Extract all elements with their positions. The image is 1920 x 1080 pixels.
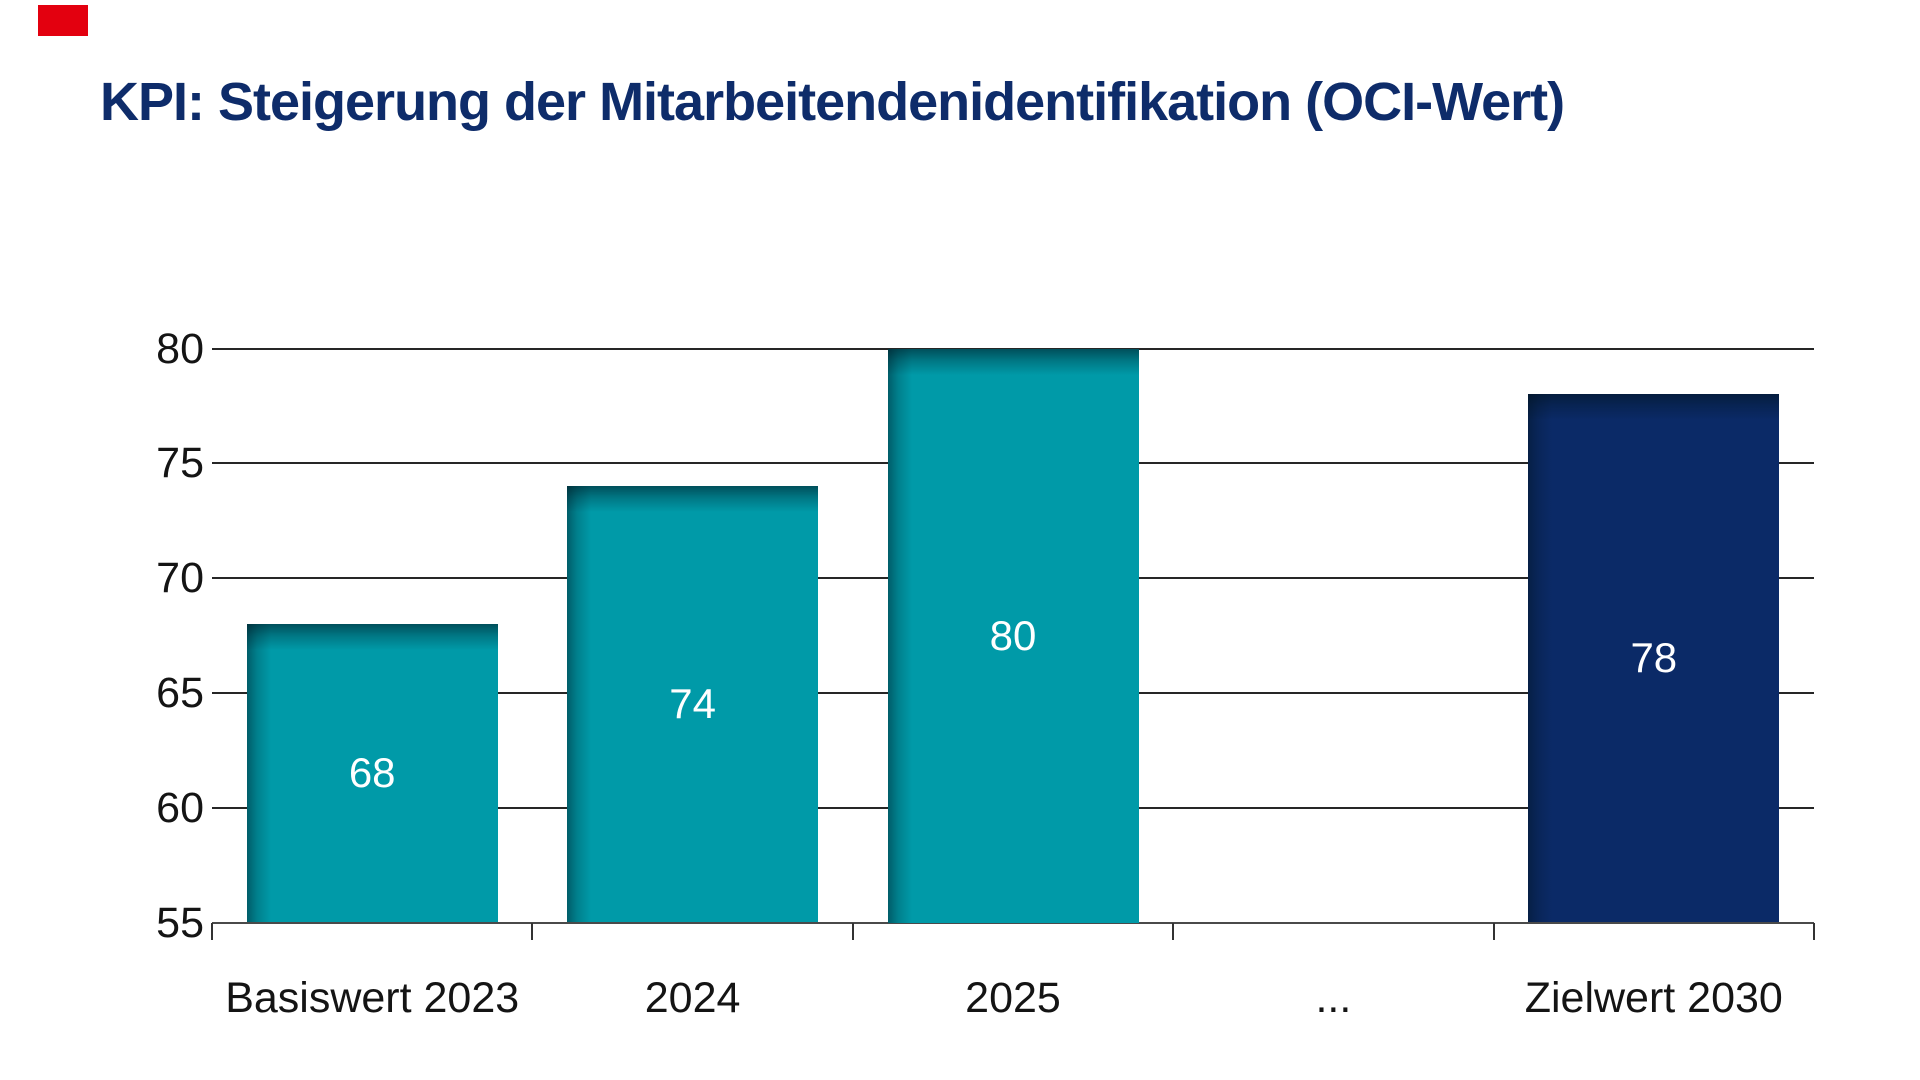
y-axis-tick-label: 70 [156,554,204,603]
x-axis-category-label: Basiswert 2023 [225,974,520,1022]
brand-logo-red-square [38,5,88,36]
bar-basiswert-2023: 68 [246,624,498,923]
bar-value-label: 78 [1630,634,1678,682]
x-axis-category-label: 2024 [644,974,741,1022]
bar-value-label: 68 [348,749,396,797]
bar-zielwert-2030: 78 [1528,394,1780,923]
y-axis-tick-label: 55 [156,898,204,947]
x-axis-category-label: ... [1315,974,1352,1022]
y-axis-tick-label: 60 [156,783,204,832]
x-axis-tick [1813,922,1815,940]
x-axis-line [212,921,1814,924]
x-axis-category-label: Zielwert 2030 [1524,974,1783,1022]
x-axis-tick [1492,922,1495,940]
x-axis-tick [851,922,854,940]
bar-2024: 74 [567,486,819,923]
x-axis-tick [211,922,213,940]
bar-value-label: 80 [989,611,1037,659]
y-axis-tick-label: 65 [156,668,204,717]
bar-2025: 80 [887,348,1139,923]
chart-title: KPI: Steigerung der Mitarbeitendenidenti… [100,72,1565,132]
y-axis-tick-label: 75 [156,439,204,488]
x-axis-tick [1172,922,1175,940]
y-axis-tick-label: 80 [156,324,204,373]
x-axis-tick [531,922,534,940]
x-axis-category-label: 2025 [965,974,1061,1022]
bar-value-label: 74 [669,680,716,728]
